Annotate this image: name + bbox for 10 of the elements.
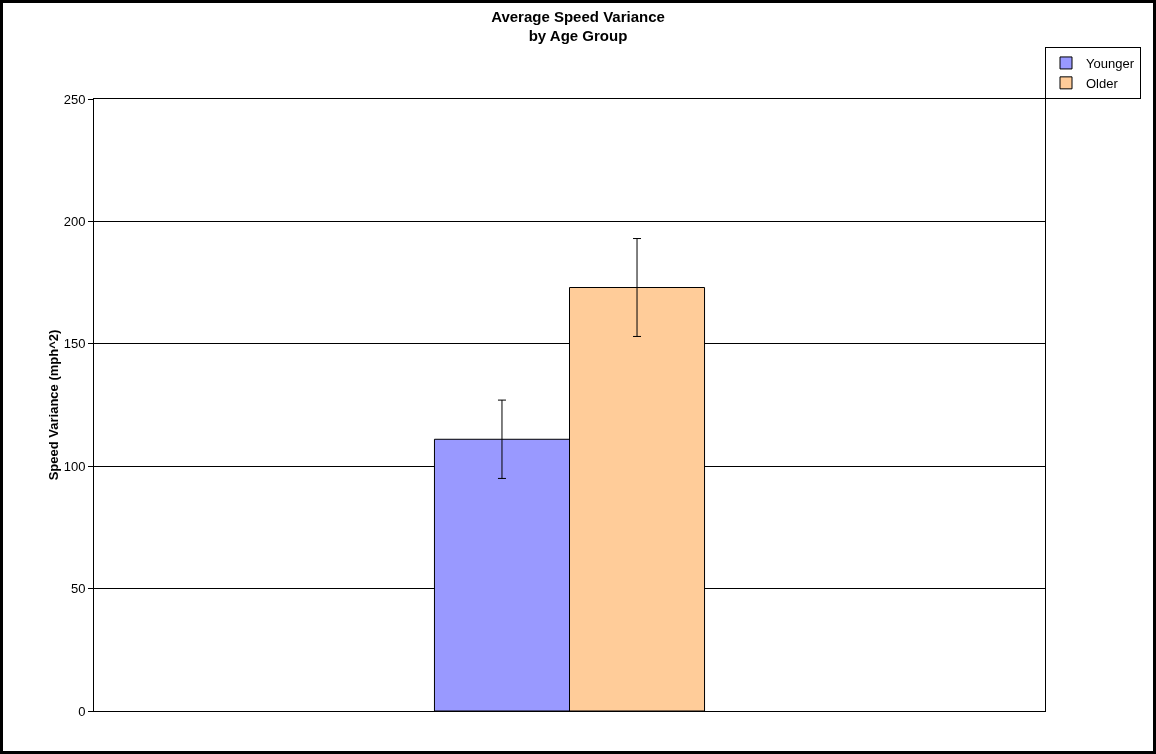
y-tick-label: 0 (78, 703, 86, 719)
y-tick-label: 200 (63, 213, 86, 229)
legend-label: Younger (1086, 56, 1135, 72)
y-tick-label: 50 (70, 581, 86, 597)
y-axis-title: Speed Variance (mph^2) (46, 329, 61, 481)
chart-title: Average Speed Variance by Age Group (491, 7, 665, 45)
y-tick-label: 250 (63, 91, 86, 107)
legend-label: Older (1086, 75, 1119, 91)
y-tick-label: 150 (63, 336, 86, 352)
y-tick-label: 100 (63, 458, 86, 474)
